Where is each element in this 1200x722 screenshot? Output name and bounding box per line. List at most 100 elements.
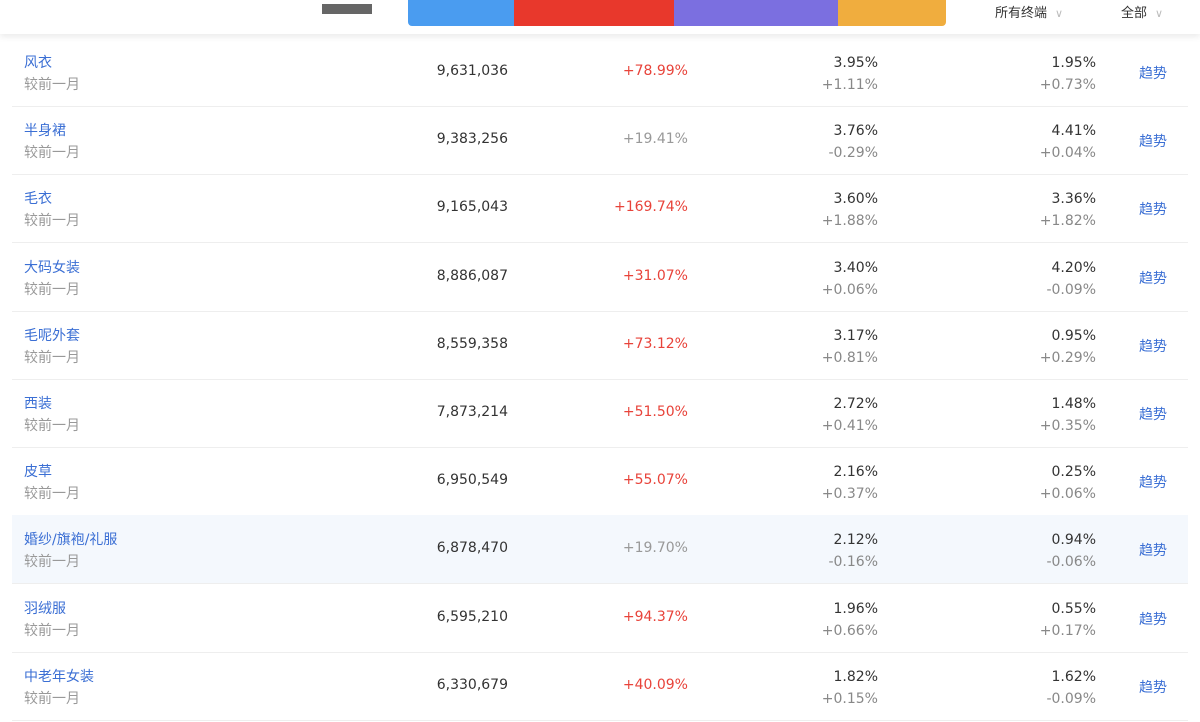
value: 7,873,214	[436, 404, 508, 420]
share-delta: -0.16%	[828, 554, 878, 571]
compare-label: 较前一月	[24, 486, 80, 503]
share-value: 2.72%	[833, 396, 878, 412]
trend-link[interactable]: 趋势	[1139, 66, 1167, 82]
category-link[interactable]: 毛呢外套	[24, 327, 80, 344]
compare-label: 较前一月	[24, 690, 80, 707]
share-cell: 3.76% -0.29%	[828, 120, 878, 164]
compare-label: 较前一月	[24, 622, 80, 639]
trend-link[interactable]: 趋势	[1139, 407, 1167, 423]
share-cell: 2.12% -0.16%	[828, 529, 878, 573]
share-delta: +0.37%	[821, 486, 878, 503]
table-row: 西装 较前一月 7,873,214 +51.50% 2.72% +0.41% 1.…	[12, 379, 1188, 448]
tab-orange[interactable]	[838, 0, 946, 26]
trend-link[interactable]: 趋势	[1139, 475, 1167, 492]
change-percent: +55.07%	[622, 472, 688, 489]
category-link[interactable]: 婚纱/旗袍/礼服	[24, 532, 118, 549]
change-percent: +40.09%	[622, 676, 688, 693]
share-value: 2.12%	[833, 532, 878, 549]
rate-delta: -0.06%	[1046, 554, 1096, 571]
rate-value: 4.20%	[1051, 259, 1096, 276]
top-toolbar: 所有终端 ∨ 全部 ∨	[0, 0, 1200, 34]
tab-blue[interactable]	[408, 0, 514, 26]
scope-filter[interactable]: 全部 ∨	[1121, 2, 1163, 21]
trend-link[interactable]: 趋势	[1139, 202, 1167, 219]
rate-cell: 4.41% +0.04%	[1040, 120, 1096, 164]
share-delta: +0.15%	[821, 690, 878, 707]
value: 6,330,679	[436, 676, 508, 693]
share-value: 3.76%	[833, 123, 878, 140]
terminal-filter-label: 所有终端	[995, 6, 1048, 21]
rate-delta: +0.06%	[1039, 486, 1096, 503]
table-row: 毛衣 较前一月 9,165,043 +169.74% 3.60% +1.88% 3…	[12, 174, 1188, 244]
value: 9,165,043	[436, 199, 508, 216]
category-link[interactable]: 皮草	[24, 464, 52, 481]
share-cell: 1.96% +0.66%	[822, 598, 878, 642]
change-percent: +73.12%	[622, 335, 688, 352]
value: 9,383,256	[436, 131, 508, 148]
change-percent: +169.74%	[613, 199, 688, 216]
value: 9,631,036	[436, 63, 508, 79]
trend-link[interactable]: 趋势	[1139, 270, 1167, 287]
share-delta: +1.88%	[821, 213, 878, 230]
tab-purple[interactable]	[674, 0, 838, 26]
value: 8,886,087	[436, 267, 508, 284]
share-delta: +0.66%	[821, 622, 878, 639]
table-row: 婚纱/旗袍/礼服 较前一月 6,878,470 +19.70% 2.12% -0.…	[12, 515, 1188, 585]
trend-link[interactable]: 趋势	[1139, 611, 1167, 628]
rate-cell: 0.95% +0.29%	[1040, 325, 1096, 369]
share-cell: 1.82% +0.15%	[822, 666, 878, 710]
compare-label: 较前一月	[24, 554, 80, 571]
table-row: 大码女装 较前一月 8,886,087 +31.07% 3.40% +0.06% …	[12, 243, 1188, 312]
table-row: 中老年女装 较前一月 6,330,679 +40.09% 1.82% +0.15%…	[12, 652, 1188, 721]
rate-value: 1.48%	[1051, 396, 1096, 412]
rate-value: 4.41%	[1051, 123, 1096, 140]
rate-value: 1.62%	[1051, 668, 1096, 685]
share-cell: 2.72% +0.41%	[822, 393, 878, 437]
share-delta: -0.29%	[828, 145, 878, 162]
value: 6,950,549	[436, 472, 508, 489]
share-value: 1.96%	[833, 600, 878, 617]
trend-link[interactable]: 趋势	[1139, 134, 1167, 151]
category-link[interactable]: 毛衣	[24, 191, 52, 208]
rate-delta: -0.09%	[1046, 690, 1096, 707]
rate-delta: +0.17%	[1039, 622, 1096, 639]
category-link[interactable]: 中老年女装	[24, 668, 94, 685]
rate-delta: +0.73%	[1039, 77, 1096, 93]
rate-delta: +0.29%	[1039, 349, 1096, 366]
change-percent: +31.07%	[622, 267, 688, 284]
share-cell: 3.17% +0.81%	[822, 325, 878, 369]
share-cell: 3.40% +0.06%	[822, 257, 878, 301]
rate-delta: +0.04%	[1039, 145, 1096, 162]
scope-filter-label: 全部	[1121, 6, 1148, 21]
trend-link[interactable]: 趋势	[1139, 338, 1167, 355]
table-row: 风衣 较前一月 9,631,036 +78.99% 3.95% +1.11% 1.…	[12, 38, 1188, 107]
rate-cell: 1.62% -0.09%	[1046, 666, 1096, 710]
share-cell: 3.60% +1.88%	[822, 188, 878, 232]
category-link[interactable]: 大码女装	[24, 259, 80, 276]
terminal-filter[interactable]: 所有终端 ∨	[995, 2, 1063, 21]
rate-delta: +0.35%	[1039, 418, 1096, 434]
trend-link[interactable]: 趋势	[1139, 679, 1167, 696]
table-row: 皮草 较前一月 6,950,549 +55.07% 2.16% +0.37% 0.…	[12, 447, 1188, 517]
change-percent: +19.41%	[622, 131, 688, 148]
rate-delta: +1.82%	[1039, 213, 1096, 230]
share-delta: +1.11%	[821, 77, 878, 93]
change-percent: +78.99%	[622, 63, 688, 79]
compare-label: 较前一月	[24, 281, 80, 298]
category-link[interactable]: 西装	[24, 396, 52, 412]
chevron-down-icon: ∨	[1155, 7, 1164, 20]
share-value: 3.95%	[833, 55, 878, 71]
share-value: 3.17%	[833, 327, 878, 344]
share-value: 3.40%	[833, 259, 878, 276]
rate-value: 0.94%	[1051, 532, 1096, 549]
trend-link[interactable]: 趋势	[1139, 543, 1167, 560]
compare-label: 较前一月	[24, 77, 80, 93]
compare-label: 较前一月	[24, 349, 80, 366]
category-link[interactable]: 羽绒服	[24, 600, 66, 617]
tab-red[interactable]	[514, 0, 674, 26]
rate-value: 0.25%	[1051, 464, 1096, 481]
category-link[interactable]: 风衣	[24, 55, 52, 71]
category-link[interactable]: 半身裙	[24, 123, 66, 140]
value: 6,595,210	[436, 608, 508, 625]
rate-value: 1.95%	[1051, 55, 1096, 71]
